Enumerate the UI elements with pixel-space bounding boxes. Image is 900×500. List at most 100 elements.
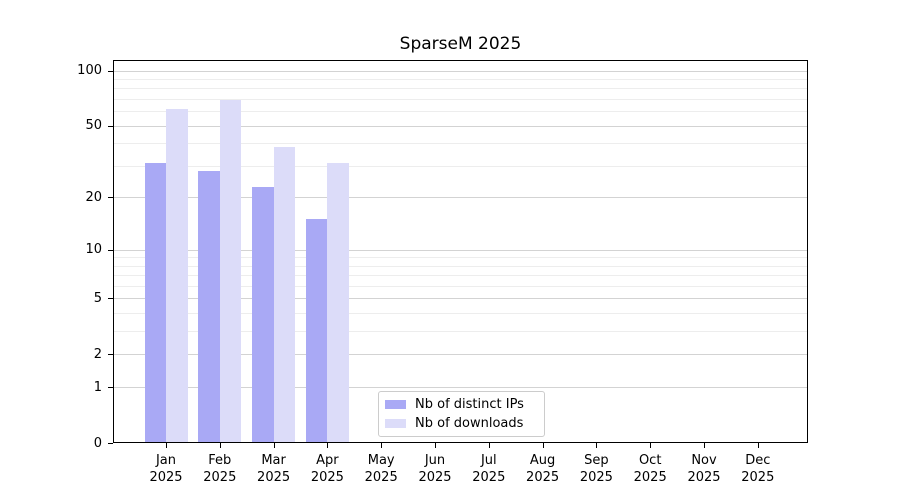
year-label: 2025 [741, 470, 775, 485]
x-axis-tick-label: Feb 2025 [192, 452, 248, 486]
y-axis-tick [108, 354, 113, 355]
x-axis-tick-label: May 2025 [353, 452, 409, 486]
month-label: Nov [691, 453, 717, 468]
y-axis-tick [108, 443, 113, 444]
y-axis-tick-label: 2 [93, 346, 102, 362]
x-axis-tick-label: Jul 2025 [461, 452, 517, 486]
gridline-minor [114, 111, 807, 113]
gridline-minor [114, 143, 807, 145]
year-label: 2025 [472, 470, 506, 485]
year-label: 2025 [149, 470, 183, 485]
year-label: 2025 [418, 470, 452, 485]
x-axis-tick-label: Aug 2025 [515, 452, 571, 486]
year-label: 2025 [579, 470, 613, 485]
legend-label-distinct-ips: Nb of distinct IPs [415, 397, 524, 413]
bar-distinct-ips [144, 163, 166, 443]
y-axis-tick-label: 10 [85, 242, 102, 257]
legend: Nb of distinct IPs Nb of downloads [378, 391, 545, 437]
y-axis-tick [108, 387, 113, 388]
year-label: 2025 [310, 470, 344, 485]
gridline-major [114, 70, 807, 72]
legend-item-distinct-ips: Nb of distinct IPs [385, 397, 538, 412]
legend-label-downloads: Nb of downloads [415, 415, 524, 431]
y-axis-tick [108, 197, 113, 198]
gridline-minor [114, 265, 807, 267]
gridline-minor [114, 99, 807, 101]
month-label: Sep [584, 453, 609, 468]
gridline-major [114, 249, 807, 251]
month-label: Oct [638, 453, 662, 468]
chart-title: SparseM 2025 [399, 34, 522, 54]
bar-downloads [273, 147, 296, 443]
y-axis-tick-label: 20 [85, 189, 102, 205]
x-axis-tick [435, 443, 436, 448]
x-axis-tick [274, 443, 275, 448]
year-label: 2025 [526, 470, 560, 485]
month-label: Feb [208, 453, 232, 468]
gridline-major [114, 387, 807, 389]
year-label: 2025 [257, 470, 291, 485]
gridline-minor [114, 79, 807, 80]
gridline-minor [114, 275, 807, 277]
year-label: 2025 [687, 470, 721, 485]
x-axis-tick-label: Apr 2025 [299, 452, 355, 486]
gridline-minor [114, 165, 807, 167]
gridline-minor [114, 286, 807, 287]
legend-item-downloads: Nb of downloads [385, 416, 538, 431]
x-axis-tick [543, 443, 544, 448]
y-axis-tick [108, 298, 113, 299]
x-axis-tick [166, 443, 167, 448]
y-axis-tick [108, 250, 113, 251]
x-axis-tick [758, 443, 759, 448]
year-label: 2025 [364, 470, 398, 485]
y-axis-tick-label: 5 [93, 290, 102, 306]
gridline-major [114, 125, 807, 127]
month-label: Jan [155, 453, 177, 468]
gridline-major [114, 354, 807, 356]
gridline-major [114, 197, 807, 199]
y-axis-tick-label: 1 [93, 379, 102, 395]
bar-downloads [166, 108, 188, 443]
gridline-minor [114, 257, 807, 259]
y-axis-tick [108, 71, 113, 72]
bar-distinct-ips [198, 171, 220, 443]
month-label: Apr [316, 453, 339, 468]
x-axis-tick [596, 443, 597, 448]
x-axis-tick-label: Oct 2025 [622, 452, 678, 486]
x-axis-tick [489, 443, 490, 448]
legend-swatch-distinct-ips [385, 400, 406, 410]
legend-swatch-downloads [385, 418, 406, 428]
gridline-minor [114, 313, 807, 315]
y-axis-tick-label: 100 [77, 63, 102, 79]
x-axis-tick [704, 443, 705, 448]
y-axis-tick-label: 50 [85, 118, 102, 134]
y-axis-tick-label: 0 [93, 435, 102, 451]
month-label: Jul [480, 453, 497, 468]
year-label: 2025 [633, 470, 667, 485]
gridline-minor [114, 331, 807, 333]
x-axis-tick-label: Jun 2025 [407, 452, 463, 486]
gridline-major [114, 298, 807, 300]
x-axis-tick [381, 443, 382, 448]
month-label: May [367, 453, 395, 468]
x-axis-tick [220, 443, 221, 448]
month-label: Mar [261, 453, 286, 468]
x-axis-tick-label: Nov 2025 [676, 452, 732, 486]
x-axis-tick [650, 443, 651, 448]
x-axis-tick-label: Jan 2025 [138, 452, 194, 486]
y-axis-tick [108, 126, 113, 127]
bar-distinct-ips [252, 186, 274, 443]
bar-distinct-ips [305, 219, 328, 443]
x-axis-tick [327, 443, 328, 448]
bar-downloads [219, 100, 242, 443]
x-axis-tick-label: Mar 2025 [246, 452, 302, 486]
month-label: Aug [529, 453, 556, 468]
x-axis-tick-label: Sep 2025 [568, 452, 624, 486]
year-label: 2025 [203, 470, 237, 485]
month-label: Jun [424, 453, 446, 468]
bar-downloads [327, 163, 349, 443]
gridline-minor [114, 88, 807, 90]
x-axis-tick-label: Dec 2025 [730, 452, 786, 486]
month-label: Dec [745, 453, 771, 468]
